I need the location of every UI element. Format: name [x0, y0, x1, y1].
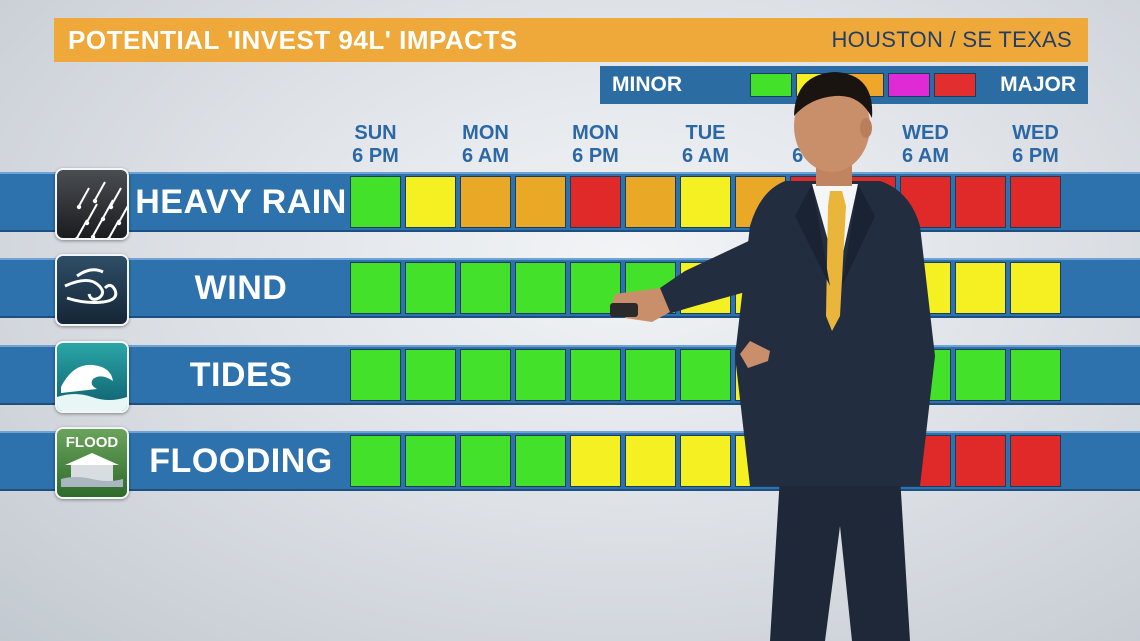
time-header-day: WED	[1012, 122, 1059, 144]
impact-cell-green	[515, 349, 566, 401]
impact-cell-yellow	[680, 176, 731, 228]
flood-icon: FLOOD	[55, 427, 129, 499]
time-header-time: 6 AM	[461, 145, 510, 167]
impact-cell-green	[515, 435, 566, 487]
time-header-6: WED 6 PM	[981, 122, 1091, 168]
impact-cell-red	[955, 435, 1006, 487]
legend-swatch-0	[750, 73, 793, 97]
time-header-1: MON 6 AM	[431, 122, 541, 168]
impact-cell-green	[955, 349, 1006, 401]
impact-cell-orange	[625, 176, 676, 228]
impact-cell-green	[515, 262, 566, 314]
impact-cell-green	[350, 435, 401, 487]
impact-cell-red	[570, 176, 621, 228]
impact-cell-orange	[460, 176, 511, 228]
legend-major-label: MAJOR	[1000, 73, 1076, 96]
legend-swatch-3	[888, 73, 931, 97]
time-header-time: 6 AM	[901, 145, 950, 167]
impact-cell-green	[460, 262, 511, 314]
impact-cell-green	[1010, 349, 1061, 401]
impact-cell-green	[405, 262, 456, 314]
impact-cell-yellow	[405, 176, 456, 228]
wind-icon	[55, 254, 129, 326]
impact-row-label: FLOODING	[149, 441, 333, 480]
region-label: HOUSTON / SE TEXAS	[831, 27, 1072, 52]
impact-cell-red	[1010, 176, 1061, 228]
impact-cell-yellow	[625, 435, 676, 487]
time-header-time: 6 PM	[572, 145, 619, 167]
impact-cell-green	[350, 349, 401, 401]
impact-cell-yellow	[680, 435, 731, 487]
flood-icon-text: FLOOD	[66, 434, 119, 451]
time-header-2: MON 6 PM	[541, 122, 651, 168]
impact-cell-green	[405, 435, 456, 487]
time-header-day: MON	[572, 122, 619, 144]
time-header-time: 6 PM	[352, 145, 399, 167]
time-header-day: SUN	[354, 122, 397, 144]
impact-cell-red	[1010, 435, 1061, 487]
wave-icon	[55, 341, 129, 413]
impact-row-label: HEAVY RAIN	[135, 182, 347, 221]
impact-row-label: TIDES	[189, 355, 293, 394]
time-header-time: 6 PM	[1012, 145, 1059, 167]
impact-cell-green	[405, 349, 456, 401]
impact-cell-green	[460, 349, 511, 401]
legend-swatch-4	[934, 73, 977, 97]
time-header-0: SUN 6 PM	[321, 122, 431, 168]
impact-cell-green	[680, 349, 731, 401]
impact-cell-yellow	[570, 435, 621, 487]
time-header-day: WED	[902, 122, 949, 144]
impact-cell-orange	[515, 176, 566, 228]
title-banner: POTENTIAL 'INVEST 94L' IMPACTS HOUSTON /…	[54, 18, 1088, 62]
impact-cell-green	[350, 262, 401, 314]
impact-cell-green	[460, 435, 511, 487]
graphic-title: POTENTIAL 'INVEST 94L' IMPACTS	[68, 24, 518, 55]
time-header-5: WED 6 AM	[871, 122, 981, 168]
time-header-time: 6 AM	[681, 145, 730, 167]
impact-cell-green	[350, 176, 401, 228]
impact-cell-yellow	[955, 262, 1006, 314]
time-header-day: MON	[462, 122, 509, 144]
legend-minor-label: MINOR	[612, 73, 682, 96]
impact-cell-green	[570, 349, 621, 401]
impact-cell-green	[625, 349, 676, 401]
rain-icon	[55, 168, 129, 240]
presenter-figure	[610, 72, 935, 641]
impact-cell-red	[955, 176, 1006, 228]
impact-cell-yellow	[1010, 262, 1061, 314]
time-header-3: TUE 6 AM	[651, 122, 761, 168]
time-header-day: TUE	[685, 122, 726, 144]
impact-row-label: WIND	[194, 268, 288, 307]
